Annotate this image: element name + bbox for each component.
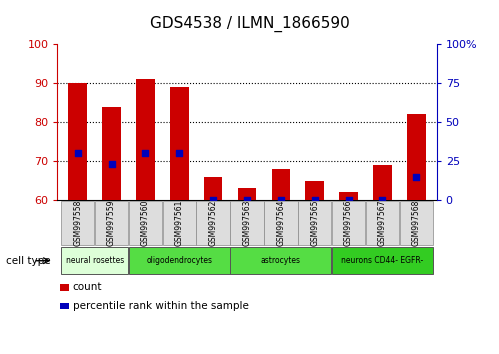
Text: cell type: cell type	[6, 256, 50, 266]
Text: GSM997560: GSM997560	[141, 200, 150, 246]
Point	[243, 197, 251, 203]
Point	[311, 197, 319, 203]
Bar	[373, 165, 392, 200]
Text: oligodendrocytes: oligodendrocytes	[146, 256, 212, 265]
Text: GSM997562: GSM997562	[209, 200, 218, 246]
Point	[277, 197, 285, 203]
Point	[175, 150, 183, 156]
Bar	[204, 177, 223, 200]
Point	[74, 150, 82, 156]
Point	[108, 161, 116, 167]
Text: GDS4538 / ILMN_1866590: GDS4538 / ILMN_1866590	[150, 16, 349, 32]
Point	[345, 197, 353, 203]
Text: GSM997565: GSM997565	[310, 200, 319, 246]
Bar	[339, 192, 358, 200]
Text: astrocytes: astrocytes	[261, 256, 301, 265]
Text: GSM997566: GSM997566	[344, 200, 353, 246]
Bar	[170, 87, 189, 200]
Bar	[102, 107, 121, 200]
Text: GSM997567: GSM997567	[378, 200, 387, 246]
Text: percentile rank within the sample: percentile rank within the sample	[73, 301, 249, 311]
Bar	[407, 114, 426, 200]
Bar	[271, 169, 290, 200]
Text: GSM997561: GSM997561	[175, 200, 184, 246]
Bar	[238, 188, 256, 200]
Bar	[305, 181, 324, 200]
Point	[209, 197, 217, 203]
Text: neurons CD44- EGFR-: neurons CD44- EGFR-	[341, 256, 424, 265]
Point	[141, 150, 149, 156]
Text: GSM997563: GSM997563	[243, 200, 251, 246]
Text: count: count	[73, 282, 102, 292]
Point	[412, 174, 420, 179]
Text: GSM997564: GSM997564	[276, 200, 285, 246]
Text: GSM997559: GSM997559	[107, 200, 116, 246]
Text: GSM997558: GSM997558	[73, 200, 82, 246]
Point	[378, 197, 386, 203]
Text: GSM997568: GSM997568	[412, 200, 421, 246]
Bar	[68, 83, 87, 200]
Bar	[136, 79, 155, 200]
Text: neural rosettes: neural rosettes	[65, 256, 124, 265]
